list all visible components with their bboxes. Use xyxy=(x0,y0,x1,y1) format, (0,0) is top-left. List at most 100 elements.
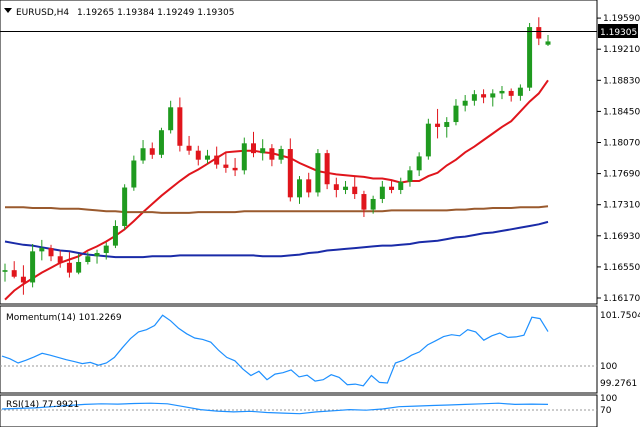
candle xyxy=(315,149,321,197)
price-tick-label: 1.19590 xyxy=(603,14,640,24)
candle-body xyxy=(30,251,36,283)
candle xyxy=(20,265,26,295)
candle-body xyxy=(389,186,395,190)
candle xyxy=(131,155,137,191)
candle xyxy=(333,177,339,198)
price-tick-label: 1.16930 xyxy=(603,232,640,242)
candle-body xyxy=(287,149,293,198)
rsi-axis-70: 70 xyxy=(600,406,612,416)
candle-body xyxy=(370,198,376,210)
ohlc-label: 1.19265 1.19384 1.19249 1.19305 xyxy=(77,8,234,18)
candle xyxy=(112,220,118,249)
candle-body xyxy=(158,130,164,155)
candle-body xyxy=(177,107,183,146)
candle-body xyxy=(39,248,45,252)
price-tick-label: 1.16550 xyxy=(603,263,640,273)
candle xyxy=(407,166,413,187)
rsi-panel[interactable]: RSI(14) 77.9921 100 70 xyxy=(0,394,617,427)
candle xyxy=(425,118,431,160)
candle-body xyxy=(545,41,551,45)
current-price-label: 1.19305 xyxy=(600,28,637,38)
candle xyxy=(223,151,229,173)
candle xyxy=(306,172,312,198)
price-tick-label: 1.18830 xyxy=(603,76,640,86)
candle xyxy=(352,176,358,199)
candle xyxy=(287,138,293,202)
candle-body xyxy=(168,107,174,131)
candle xyxy=(11,261,17,279)
candle xyxy=(398,177,404,195)
ma-line-sma200 xyxy=(5,205,549,214)
price-tick-label: 1.19210 xyxy=(603,45,640,55)
momentum-series xyxy=(1,314,549,387)
candle-body xyxy=(149,148,155,155)
candle-body xyxy=(20,276,26,283)
candle-body xyxy=(85,256,91,262)
candle-body xyxy=(361,194,367,210)
rsi-panel-border xyxy=(0,394,598,427)
candle-body xyxy=(453,105,459,123)
candle-body xyxy=(297,179,303,198)
candle-body xyxy=(103,245,109,253)
candle-body xyxy=(315,153,321,193)
candle xyxy=(416,152,422,177)
candle-body xyxy=(416,156,422,171)
candle xyxy=(269,144,275,167)
candle xyxy=(30,243,36,288)
price-panel[interactable]: EURUSD,H4 1.19265 1.19384 1.19249 1.1930… xyxy=(0,0,598,305)
candle-body xyxy=(379,186,385,199)
price-tick-label: 1.16170 xyxy=(603,294,640,304)
momentum-line xyxy=(1,314,549,387)
candle-body xyxy=(232,167,238,171)
candle xyxy=(204,149,210,164)
candle-body xyxy=(407,170,413,182)
candle xyxy=(140,140,146,164)
candle-body xyxy=(241,143,247,171)
candle xyxy=(527,23,533,91)
candle-body xyxy=(195,150,201,160)
candle xyxy=(232,158,238,177)
price-axis[interactable]: 1.19305 1.19590 1.19210 1.18830 1.18450 1.18… xyxy=(597,14,640,304)
candle xyxy=(94,249,100,264)
candle-body xyxy=(536,27,542,39)
price-panel-border xyxy=(0,0,598,305)
candle xyxy=(260,139,266,161)
candle xyxy=(453,99,459,126)
candle xyxy=(76,253,82,275)
momentum-panel[interactable]: Momentum(14) 101.2269 101.7504 100 99.27… xyxy=(0,305,640,394)
symbol-label: EURUSD,H4 xyxy=(16,8,69,18)
candle-body xyxy=(499,90,505,94)
candle-body xyxy=(48,248,54,257)
candle-body xyxy=(481,94,487,98)
candle xyxy=(57,250,63,268)
candle xyxy=(158,127,164,159)
dropdown-triangle-icon[interactable] xyxy=(4,8,12,13)
momentum-panel-border xyxy=(0,305,598,394)
candle xyxy=(490,89,496,107)
candle-body xyxy=(57,256,63,263)
candle xyxy=(39,239,45,261)
candle-body xyxy=(122,187,128,226)
candle xyxy=(343,180,349,195)
candle xyxy=(214,146,220,169)
candle xyxy=(370,195,376,214)
candle xyxy=(168,100,174,134)
candle-body xyxy=(131,160,137,188)
candle-body xyxy=(66,262,72,273)
current-price-box xyxy=(598,24,638,38)
candle xyxy=(149,142,155,159)
candle xyxy=(499,86,505,100)
candle xyxy=(250,131,256,158)
candle-body xyxy=(76,261,82,273)
candle xyxy=(471,90,477,106)
candle xyxy=(481,89,487,104)
momentum-axis-mid: 100 xyxy=(600,362,617,372)
candle-body xyxy=(398,181,404,190)
candle-body xyxy=(517,87,523,96)
candle-body xyxy=(343,186,349,190)
chart-header: EURUSD,H4 1.19265 1.19384 1.19249 1.1930… xyxy=(4,8,234,18)
candle xyxy=(177,97,183,152)
candle-body xyxy=(324,153,330,185)
